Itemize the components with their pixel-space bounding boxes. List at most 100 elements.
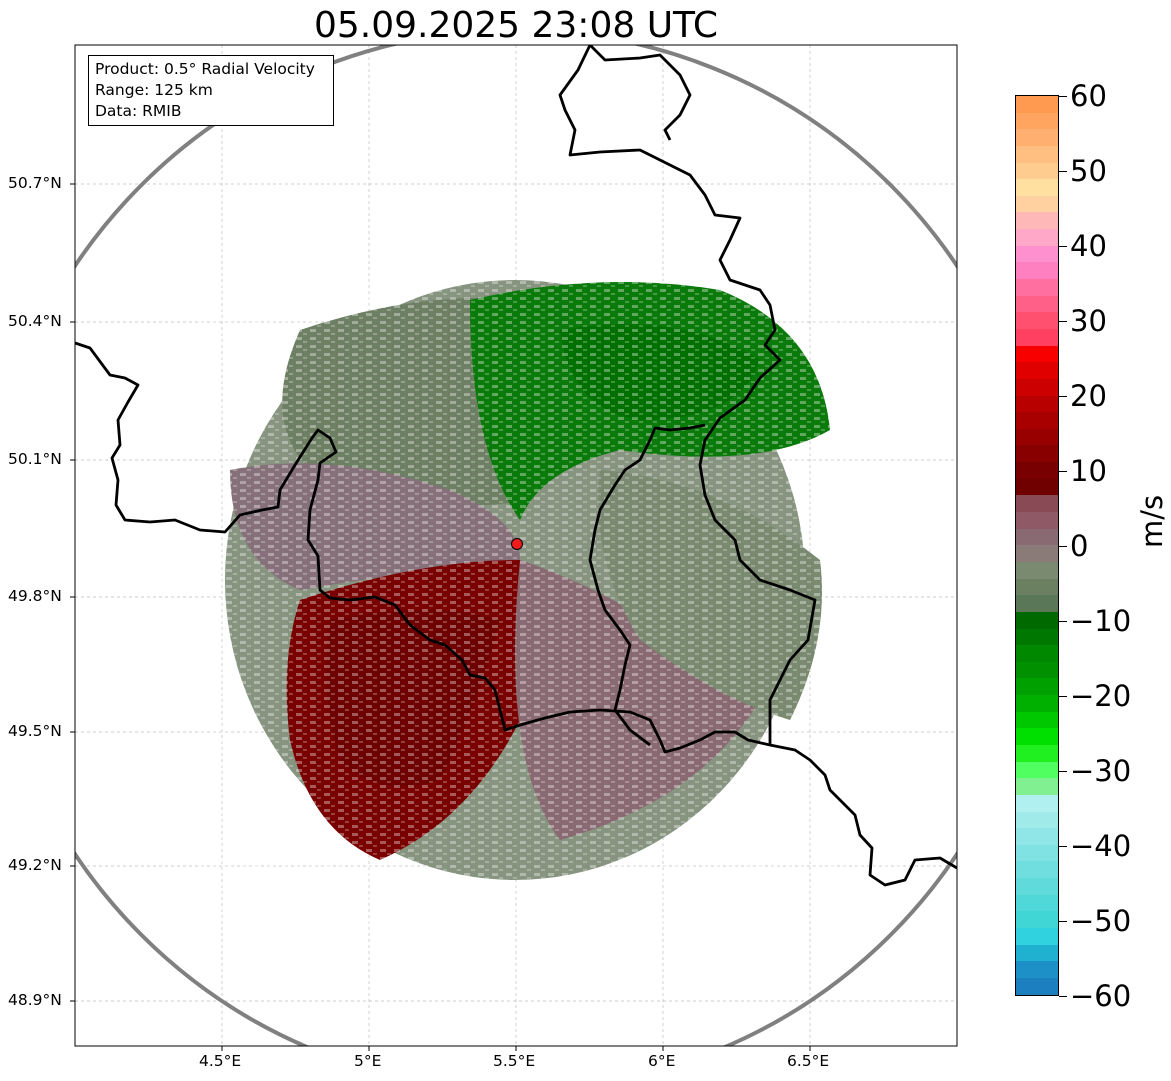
colorbar-segment — [1016, 878, 1058, 895]
radar-site-marker[interactable] — [511, 538, 523, 550]
colorbar-tick — [1059, 921, 1067, 922]
colorbar-tick-label: −50 — [1070, 904, 1132, 938]
colorbar-segment — [1016, 578, 1058, 596]
colorbar-segment — [1016, 944, 1058, 962]
colorbar-tick — [1059, 621, 1067, 622]
colorbar-tick — [1059, 246, 1067, 247]
colorbar-segment — [1016, 262, 1058, 280]
colorbar-segment — [1016, 145, 1058, 163]
colorbar-segment — [1016, 245, 1058, 263]
colorbar-segment — [1016, 928, 1058, 945]
colorbar-tick — [1059, 171, 1067, 172]
colorbar-segment — [1016, 212, 1058, 230]
colorbar-tick-label: 20 — [1070, 379, 1107, 413]
colorbar-tick — [1059, 546, 1067, 547]
colorbar-tick — [1059, 321, 1067, 322]
colorbar-segment — [1016, 279, 1058, 296]
colorbar-segment — [1016, 162, 1058, 180]
product-info-box: Product: 0.5° Radial Velocity Range: 125… — [88, 55, 334, 126]
colorbar-segment — [1016, 977, 1058, 995]
map-title: 05.09.2025 23:08 UTC — [313, 5, 719, 46]
colorbar-segment — [1016, 711, 1058, 729]
colorbar-segment — [1016, 495, 1058, 513]
colorbar-segment — [1016, 395, 1058, 413]
lat-label: 50.4°N — [8, 312, 62, 330]
colorbar-segment — [1016, 678, 1058, 696]
colorbar-segment — [1016, 412, 1058, 429]
colorbar-segment — [1016, 778, 1058, 795]
colorbar-tick — [1059, 846, 1067, 847]
colorbar-segment — [1016, 478, 1058, 496]
colorbar-segment — [1016, 844, 1058, 862]
colorbar-tick-label: 50 — [1070, 154, 1107, 188]
radar-echoes — [200, 280, 900, 930]
colorbar-tick-label: 10 — [1070, 454, 1107, 488]
colorbar-tick — [1059, 771, 1067, 772]
colorbar-segment — [1016, 811, 1058, 829]
colorbar-segment — [1016, 462, 1058, 479]
colorbar-segment — [1016, 96, 1058, 113]
lat-label: 49.5°N — [8, 722, 62, 740]
colorbar-segment — [1016, 545, 1058, 562]
colorbar-segment — [1016, 628, 1058, 646]
colorbar-segment — [1016, 378, 1058, 396]
colorbar-segment — [1016, 744, 1058, 762]
colorbar-segment — [1016, 645, 1058, 662]
colorbar-segment — [1016, 728, 1058, 745]
colorbar-tick — [1059, 696, 1067, 697]
data-source-label: Data: RMIB — [95, 102, 182, 120]
colorbar-segment — [1016, 295, 1058, 313]
velocity-colorbar — [1015, 95, 1059, 996]
colorbar-segment — [1016, 561, 1058, 579]
lon-label: 6.5°E — [787, 1052, 830, 1070]
colorbar-segment — [1016, 428, 1058, 446]
colorbar-tick-label: −20 — [1070, 679, 1132, 713]
colorbar-tick — [1059, 396, 1067, 397]
lat-label: 49.8°N — [8, 587, 62, 605]
colorbar-segment — [1016, 328, 1058, 346]
colorbar-segment — [1016, 611, 1058, 629]
lat-label: 48.9°N — [8, 991, 62, 1009]
colorbar-segment — [1016, 794, 1058, 812]
colorbar-tick-label: −30 — [1070, 754, 1132, 788]
colorbar-tick-label: 30 — [1070, 304, 1107, 338]
colorbar-tick-label: 60 — [1070, 79, 1107, 113]
colorbar-unit-label: m/s — [1135, 494, 1169, 548]
colorbar-tick — [1059, 996, 1067, 997]
colorbar-segment — [1016, 195, 1058, 213]
colorbar-segment — [1016, 445, 1058, 463]
lat-label: 49.2°N — [8, 856, 62, 874]
colorbar-segment — [1016, 345, 1058, 363]
colorbar-tick-label: −60 — [1070, 979, 1132, 1013]
colorbar-segment — [1016, 229, 1058, 246]
colorbar-segment — [1016, 661, 1058, 679]
country-borders — [75, 45, 957, 887]
lat-label: 50.1°N — [8, 450, 62, 468]
colorbar-segment — [1016, 112, 1058, 130]
colorbar-tick-label: −40 — [1070, 829, 1132, 863]
colorbar-segment — [1016, 911, 1058, 929]
colorbar-segment — [1016, 894, 1058, 912]
colorbar-tick — [1059, 471, 1067, 472]
colorbar-tick-label: 40 — [1070, 229, 1107, 263]
product-label: Product: 0.5° Radial Velocity — [95, 60, 315, 78]
colorbar-tick-label: −10 — [1070, 604, 1132, 638]
colorbar-segment — [1016, 528, 1058, 546]
colorbar-segment — [1016, 595, 1058, 612]
lon-label: 4.5°E — [199, 1052, 242, 1070]
lon-label: 5.5°E — [493, 1052, 536, 1070]
colorbar-segment — [1016, 312, 1058, 329]
colorbar-segment — [1016, 961, 1058, 978]
lat-label: 50.7°N — [8, 174, 62, 192]
lon-label: 6°E — [648, 1052, 676, 1070]
colorbar-tick — [1059, 96, 1067, 97]
colorbar-segment — [1016, 861, 1058, 879]
colorbar-tick-label: 0 — [1070, 529, 1089, 563]
colorbar-segment — [1016, 129, 1058, 146]
range-label: Range: 125 km — [95, 81, 213, 99]
colorbar-segment — [1016, 512, 1058, 529]
colorbar-segment — [1016, 695, 1058, 712]
colorbar-segment — [1016, 761, 1058, 779]
axis-ticks — [70, 183, 811, 1051]
